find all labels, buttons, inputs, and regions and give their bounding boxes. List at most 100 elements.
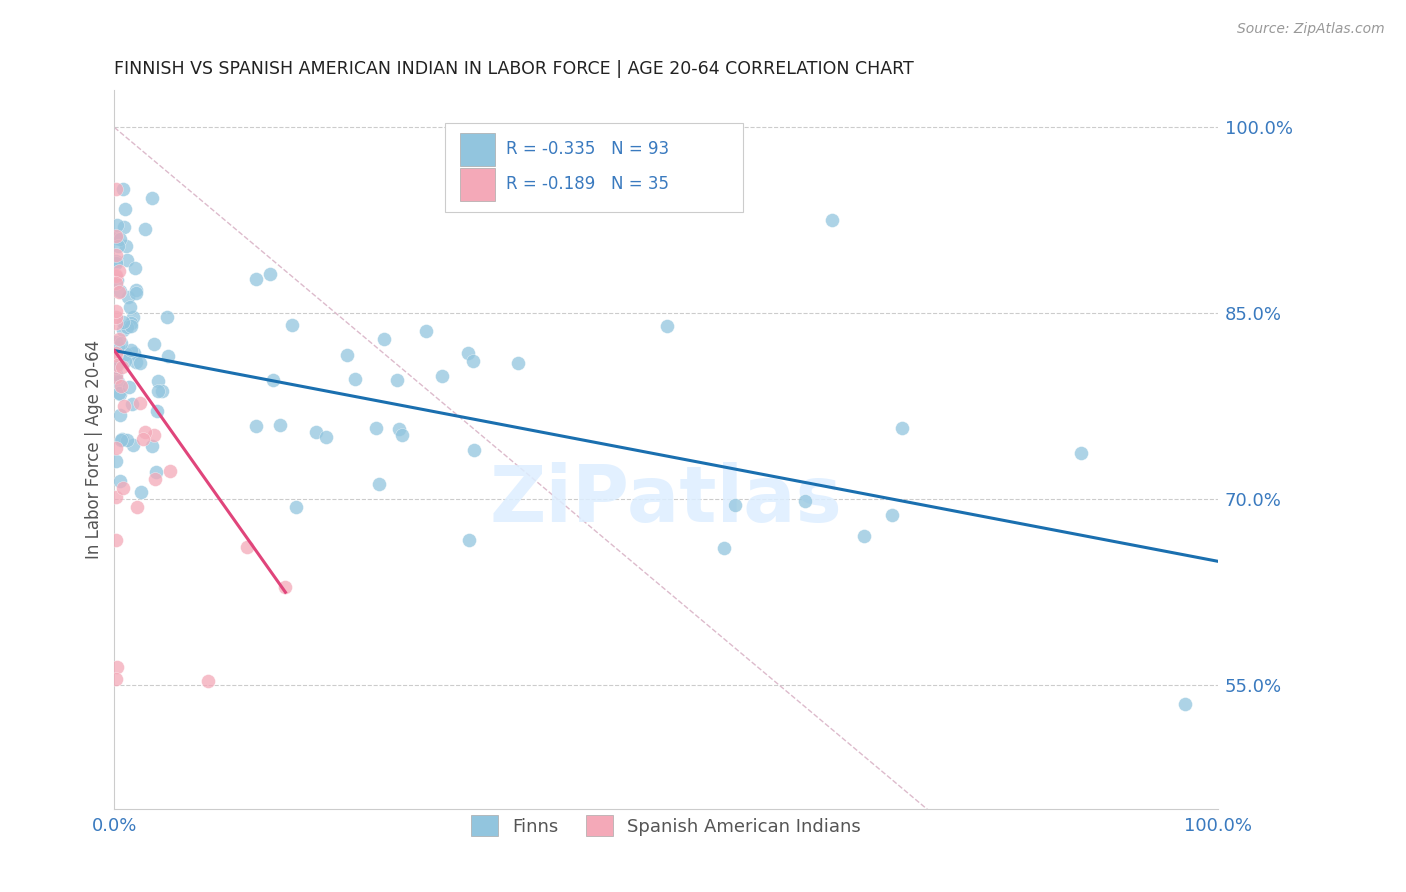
Point xyxy=(111,360,134,375)
Point xyxy=(197,674,219,689)
Point xyxy=(146,374,169,388)
Point xyxy=(104,454,127,468)
Point xyxy=(373,332,395,346)
Point xyxy=(115,433,138,447)
Point xyxy=(104,441,127,455)
Point xyxy=(131,484,153,499)
Point xyxy=(110,378,132,392)
Point xyxy=(110,336,132,351)
Point xyxy=(146,384,169,398)
FancyBboxPatch shape xyxy=(460,133,495,166)
Point xyxy=(111,481,134,495)
Point xyxy=(108,285,131,299)
Point xyxy=(122,310,145,324)
Point xyxy=(105,219,128,233)
Point xyxy=(105,358,128,372)
Point xyxy=(120,343,142,357)
Point xyxy=(120,317,142,331)
Point xyxy=(415,324,437,338)
Point xyxy=(110,474,132,488)
Point xyxy=(385,373,408,387)
Point xyxy=(104,533,127,548)
Point xyxy=(820,213,842,227)
Point xyxy=(124,355,146,369)
Point xyxy=(104,345,127,359)
Point xyxy=(104,358,127,372)
Point xyxy=(1070,446,1092,460)
Point xyxy=(105,272,128,286)
Text: R = -0.189   N = 35: R = -0.189 N = 35 xyxy=(506,176,669,194)
Point xyxy=(245,419,267,434)
Point xyxy=(156,310,179,324)
Text: FINNISH VS SPANISH AMERICAN INDIAN IN LABOR FORCE | AGE 20-64 CORRELATION CHART: FINNISH VS SPANISH AMERICAN INDIAN IN LA… xyxy=(114,60,914,78)
Point xyxy=(125,283,148,297)
Point xyxy=(104,490,127,504)
Point xyxy=(458,533,481,548)
Point xyxy=(107,332,129,346)
Text: Source: ZipAtlas.com: Source: ZipAtlas.com xyxy=(1237,22,1385,37)
Point xyxy=(128,396,150,410)
Point xyxy=(114,202,136,216)
Point xyxy=(259,268,281,282)
Point xyxy=(1173,697,1195,711)
Point xyxy=(108,387,131,401)
Legend: Finns, Spanish American Indians: Finns, Spanish American Indians xyxy=(464,808,869,843)
Point xyxy=(274,580,297,594)
Point xyxy=(111,182,134,196)
Point xyxy=(134,221,156,235)
Point xyxy=(655,318,678,333)
Point xyxy=(117,253,139,268)
Point xyxy=(364,421,387,435)
Point xyxy=(104,256,127,270)
Point xyxy=(344,372,367,386)
Point xyxy=(112,399,135,413)
Point xyxy=(118,379,141,393)
Point xyxy=(104,230,127,244)
Point xyxy=(890,421,912,435)
Point xyxy=(145,404,167,418)
Point xyxy=(105,269,128,284)
Point xyxy=(108,386,131,401)
Point xyxy=(134,425,156,439)
Point xyxy=(128,356,150,370)
Point xyxy=(463,442,485,457)
Point xyxy=(336,348,359,362)
Point xyxy=(122,437,145,451)
Point xyxy=(157,349,180,363)
Point xyxy=(104,370,127,384)
Point xyxy=(111,432,134,446)
Point xyxy=(794,494,817,508)
Point xyxy=(262,373,284,387)
Point xyxy=(236,540,259,554)
Point xyxy=(117,290,139,304)
Text: ZiPatlas: ZiPatlas xyxy=(489,462,842,538)
Point xyxy=(108,285,131,300)
Point xyxy=(880,508,903,523)
Point xyxy=(124,261,146,276)
Point xyxy=(305,425,328,439)
Point xyxy=(104,334,127,349)
Point xyxy=(107,375,129,389)
Point xyxy=(143,472,166,486)
Point xyxy=(506,356,529,370)
Point xyxy=(145,465,167,479)
Point xyxy=(724,498,747,512)
Point xyxy=(104,317,127,331)
Point xyxy=(284,500,307,514)
Point xyxy=(713,541,735,556)
Point xyxy=(125,500,148,514)
Point xyxy=(108,232,131,246)
Point xyxy=(107,659,129,673)
Point xyxy=(142,337,165,351)
Point xyxy=(141,191,163,205)
FancyBboxPatch shape xyxy=(446,122,744,212)
Point xyxy=(115,320,138,334)
Point xyxy=(104,268,127,283)
Point xyxy=(269,417,291,432)
Point xyxy=(107,340,129,354)
Point xyxy=(387,422,409,436)
Point xyxy=(112,219,135,234)
Point xyxy=(315,429,337,443)
Point xyxy=(115,347,138,361)
FancyBboxPatch shape xyxy=(460,168,495,201)
